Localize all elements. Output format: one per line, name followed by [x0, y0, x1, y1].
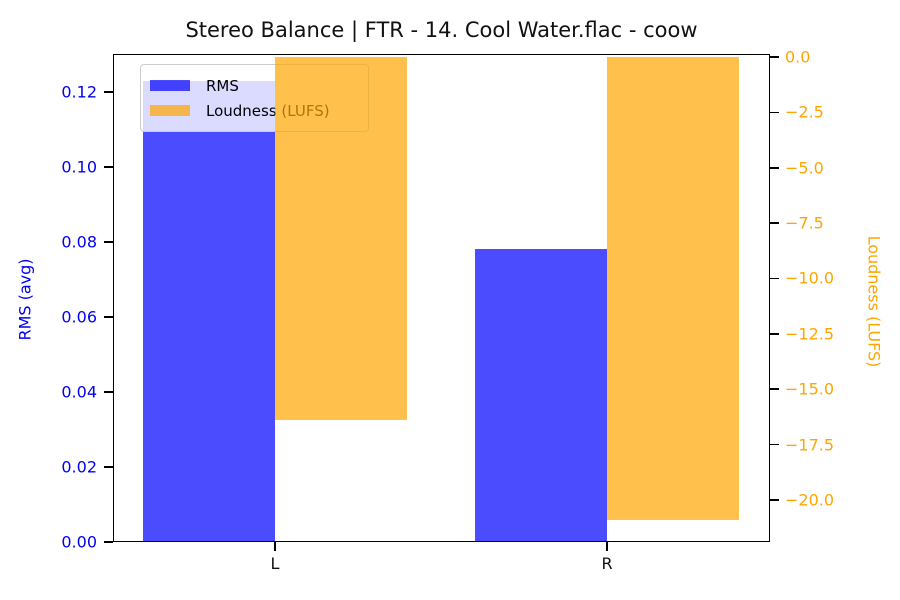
right-y-axis-label: Loudness (LUFS) [864, 235, 884, 368]
left-tick-label: 0.10 [61, 157, 97, 177]
rms-legend-swatch [150, 80, 190, 91]
rms-legend-label: RMS [206, 76, 239, 95]
right-tick-label: −5.0 [785, 158, 824, 178]
chart-title: Stereo Balance | FTR - 14. Cool Water.fl… [185, 18, 698, 42]
loudness-legend-swatch [150, 105, 190, 116]
bar-rms-R [475, 249, 607, 542]
right-tick-label: 0.0 [785, 47, 811, 67]
right-tick-mark [770, 388, 779, 390]
bar-rms-L [143, 80, 275, 542]
bar-loudness-lufs-L [275, 57, 407, 421]
legend-entry-rms: RMS [150, 77, 368, 95]
left-tick-mark [104, 391, 113, 393]
left-tick-mark [104, 316, 113, 318]
left-tick-mark [104, 241, 113, 243]
left-tick-label: 0.08 [61, 232, 97, 252]
left-tick-label: 0.06 [61, 307, 97, 327]
right-tick-label: −12.5 [785, 324, 835, 344]
left-tick-label: 0.00 [61, 532, 97, 552]
right-tick-mark [770, 111, 779, 114]
right-tick-mark [770, 166, 779, 169]
right-tick-label: −10.0 [785, 268, 835, 288]
right-tick-label: −17.5 [785, 435, 835, 455]
x-tick-mark [606, 542, 608, 551]
x-tick-mark [274, 542, 276, 551]
left-tick-label: 0.04 [61, 382, 97, 402]
right-tick-label: −2.5 [785, 102, 824, 122]
right-tick-mark [770, 56, 779, 58]
right-tick-mark [770, 277, 779, 280]
left-tick-label: 0.12 [61, 82, 97, 102]
left-tick-mark [104, 466, 113, 468]
left-tick-mark [104, 541, 113, 543]
right-tick-mark [770, 499, 779, 501]
left-tick-mark [104, 91, 113, 93]
right-tick-mark [770, 222, 779, 224]
left-tick-label: 0.02 [61, 457, 97, 477]
left-tick-mark [104, 166, 113, 168]
right-tick-label: −15.0 [785, 379, 835, 399]
bar-loudness-lufs-R [607, 57, 739, 520]
right-tick-label: −20.0 [785, 490, 835, 510]
right-tick-mark [770, 333, 779, 335]
right-tick-label: −7.5 [785, 213, 824, 233]
left-y-axis-label: RMS (avg) [15, 258, 35, 341]
right-tick-mark [770, 443, 779, 446]
x-tick-label-l: L [270, 554, 280, 573]
x-tick-label-r: R [601, 554, 613, 573]
